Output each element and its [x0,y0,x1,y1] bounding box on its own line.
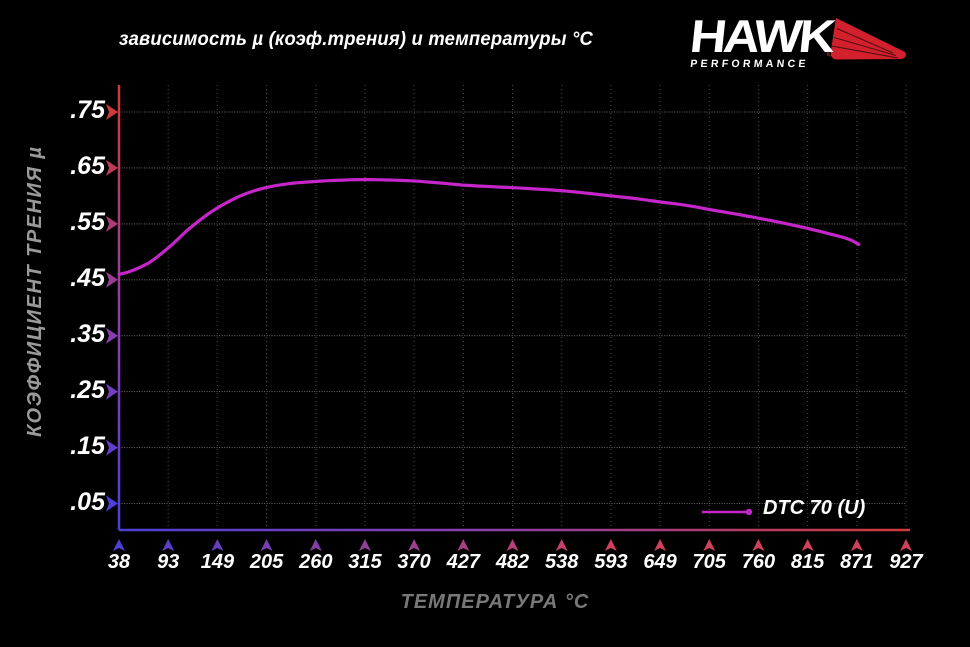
svg-text:PERFORMANCE: PERFORMANCE [690,58,809,70]
svg-text:HAWK: HAWK [690,10,838,62]
